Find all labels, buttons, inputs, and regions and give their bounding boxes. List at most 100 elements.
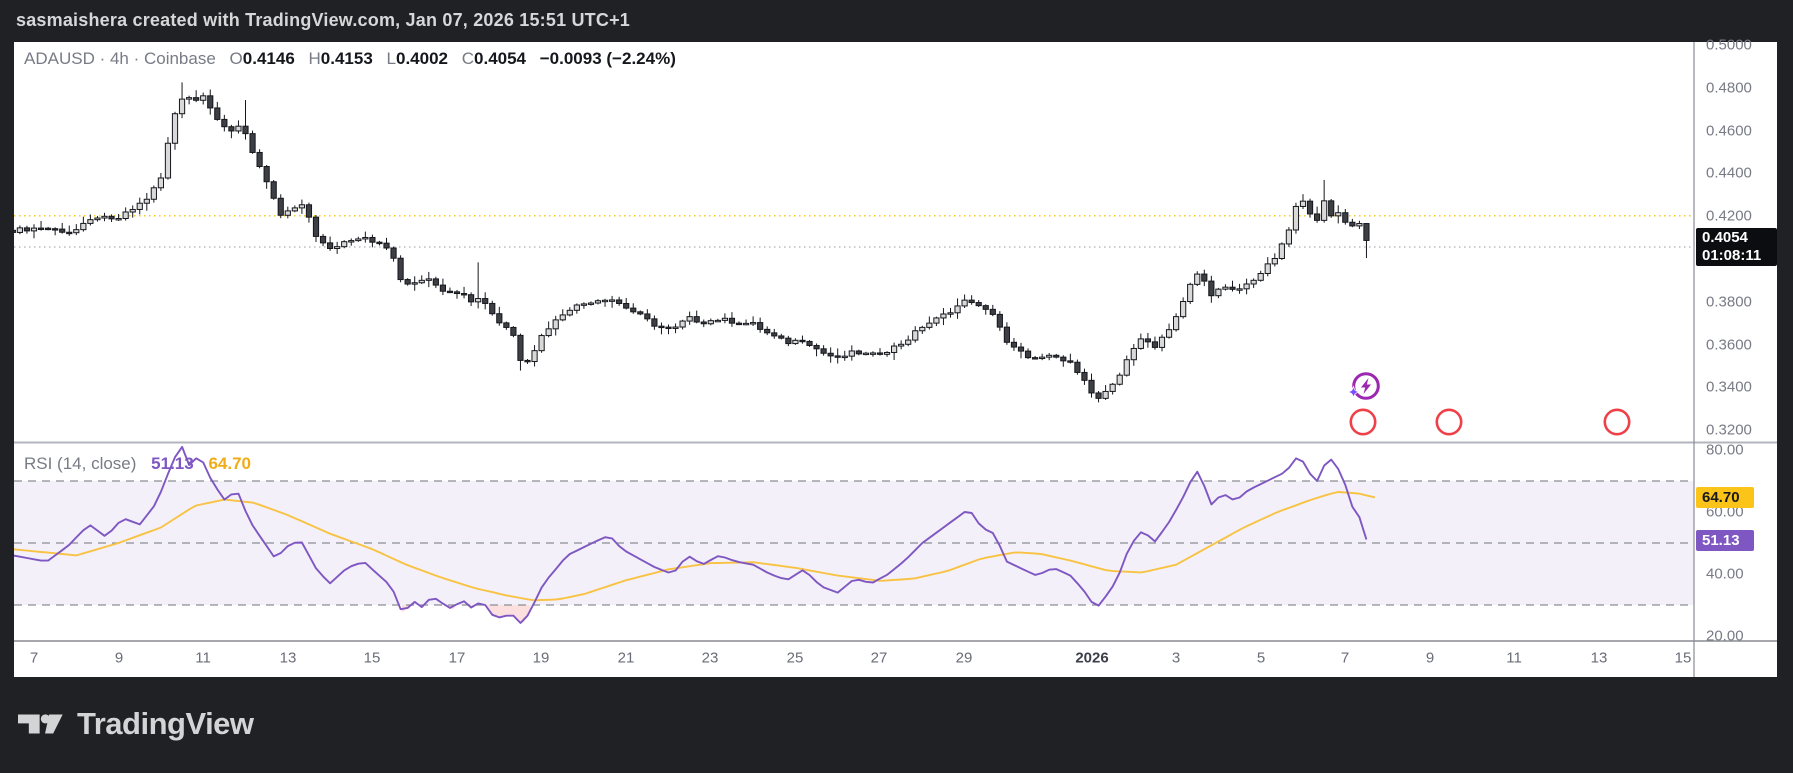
time-tick: 15 [1674, 649, 1692, 667]
candle [524, 359, 531, 363]
candle [764, 328, 771, 334]
candle [1165, 329, 1173, 338]
candle [37, 227, 45, 230]
candle [108, 215, 115, 220]
price-tick: 0.3400 [1706, 378, 1752, 396]
candle [651, 318, 658, 327]
price-tick: 0.3800 [1706, 293, 1752, 311]
candle [989, 308, 996, 315]
candle [517, 334, 524, 361]
bar-countdown: 01:08:11 [1702, 247, 1762, 264]
open-value: 0.4146 [242, 49, 295, 68]
candle [1095, 392, 1102, 399]
chart-surface[interactable] [14, 42, 1777, 677]
candle [1194, 273, 1201, 285]
rsi-tick: 40.00 [1706, 565, 1744, 583]
candle [531, 350, 538, 363]
candle [1271, 257, 1278, 265]
candle [876, 352, 884, 355]
candle [411, 282, 418, 285]
candle [975, 302, 982, 307]
candle [940, 313, 947, 319]
candle [122, 211, 129, 220]
candle [214, 107, 221, 120]
sparkle-icon [1346, 385, 1361, 399]
candle [291, 207, 298, 212]
us-flag-event-icon[interactable] [1349, 408, 1777, 677]
candle [1180, 301, 1187, 318]
candle [919, 326, 926, 332]
candle [59, 228, 66, 233]
time-tick: 13 [1590, 649, 1608, 667]
candle [270, 181, 277, 199]
chart-canvas[interactable] [14, 42, 1777, 677]
candle [1003, 326, 1011, 343]
last-price-badge: 0.4054 01:08:11 [1696, 228, 1777, 266]
candle [1024, 350, 1032, 359]
candle [728, 317, 736, 324]
time-tick: 17 [448, 649, 466, 667]
tradingview-logo-icon [18, 714, 63, 734]
candle [1349, 221, 1356, 227]
candle [947, 312, 954, 315]
candle [460, 293, 468, 296]
candle [848, 350, 855, 357]
lightning-event-icon[interactable] [1346, 372, 1380, 400]
low-label: L [386, 49, 396, 68]
time-tick: 5 [1256, 649, 1266, 667]
candle [418, 279, 425, 284]
candle [468, 294, 475, 303]
candle [806, 340, 813, 346]
candle [1102, 390, 1109, 399]
candle [1053, 354, 1060, 358]
candle [813, 344, 820, 350]
candle [1264, 263, 1271, 274]
tradingview-logo[interactable]: TradingView [18, 700, 254, 748]
candle [45, 227, 52, 231]
candle [390, 247, 397, 259]
candle [221, 118, 228, 128]
candle [855, 350, 862, 355]
candle [73, 229, 80, 234]
candle [686, 316, 693, 322]
candle [263, 166, 270, 183]
open-label: O [229, 49, 243, 68]
candle [256, 151, 263, 168]
candle [1046, 354, 1053, 358]
candle [672, 326, 679, 329]
candle [362, 236, 369, 240]
symbol-legend: ADAUSD · 4h · Coinbase O0.4146 H0.4153 L… [24, 49, 676, 69]
candle [482, 298, 489, 304]
time-tick: 11 [195, 649, 211, 667]
us-flag-event-icon[interactable] [1603, 408, 1777, 677]
time-tick: 9 [114, 649, 124, 667]
high-value: 0.4153 [320, 49, 373, 68]
candle [616, 299, 623, 304]
candle [397, 257, 404, 281]
candle [869, 352, 877, 355]
us-flag-event-icon[interactable] [1435, 408, 1777, 677]
time-tick: 29 [955, 649, 973, 667]
candle [334, 246, 341, 249]
price-tick: 0.4200 [1706, 207, 1752, 225]
candle [841, 355, 848, 359]
candle [1116, 374, 1123, 385]
candle [623, 302, 630, 309]
time-tick: 9 [1425, 649, 1435, 667]
candle [52, 228, 59, 231]
time-tick: 3 [1171, 649, 1181, 667]
candle [630, 307, 637, 313]
candle [644, 313, 651, 320]
rsi-tick: 60.00 [1706, 503, 1744, 521]
time-tick: 7 [29, 649, 39, 667]
candle [376, 241, 383, 245]
candle [820, 348, 827, 354]
rsi-value: 51.13 [151, 454, 194, 473]
candle [1123, 359, 1130, 376]
candle [1173, 316, 1180, 331]
candle [305, 204, 313, 218]
candle [1278, 243, 1285, 259]
candle [66, 231, 73, 235]
candle [1010, 341, 1018, 348]
candle [164, 142, 172, 179]
